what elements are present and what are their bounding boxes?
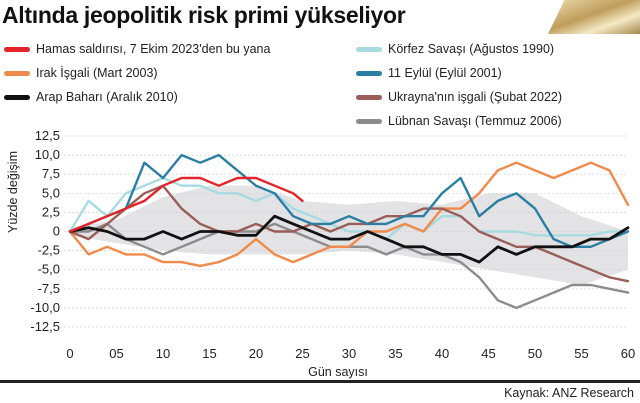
legend-item-korfez: Körfez Savaşı (Ağustos 1990): [356, 42, 554, 56]
bottom-rule: [0, 380, 640, 383]
legend-item-hamas: Hamas saldırısı, 7 Ekim 2023'den bu yana: [4, 42, 270, 56]
y-tick-label: 2,5: [42, 204, 60, 219]
legend-swatch-korfez: [356, 46, 382, 52]
x-tick-label: 10: [156, 346, 170, 361]
x-tick-label: 55: [574, 346, 588, 361]
y-tick-label: 12,5: [35, 128, 60, 143]
legend-item-ukrayna: Ukrayna'nın işgali (Şubat 2022): [356, 90, 562, 104]
legend-label-eylul: 11 Eylül (Eylül 2001): [388, 66, 502, 80]
legend-label-lubnan: Lübnan Savaşı (Temmuz 2006): [388, 114, 562, 128]
legend-label-hamas: Hamas saldırısı, 7 Ekim 2023'den bu yana: [36, 42, 271, 56]
chart-title: Altında jeopolitik risk primi yükseliyor: [2, 2, 406, 28]
legend-item-eylul: 11 Eylül (Eylül 2001): [356, 66, 502, 80]
x-tick-label: 30: [342, 346, 356, 361]
range-band: [70, 185, 628, 285]
range-band-area: [70, 185, 628, 285]
legend-label-arap: Arap Baharı (Aralık 2010): [36, 90, 178, 104]
series-line-4: [68, 153, 630, 248]
legend-item-lubnan: Lübnan Savaşı (Temmuz 2006): [356, 114, 562, 128]
series-line-5: [68, 214, 630, 264]
x-tick-label: 35: [388, 346, 402, 361]
gridlines: [64, 135, 628, 328]
series-line-6: [68, 176, 304, 233]
y-axis-label: Yüzde değişim: [6, 151, 20, 233]
y-tick-label: -5,0: [38, 262, 60, 277]
x-tick-label: 25: [295, 346, 309, 361]
legend-swatch-lubnan: [356, 118, 382, 124]
legend-swatch-eylul: [356, 70, 382, 76]
x-tick-label: 60: [621, 346, 635, 361]
series-line-2: [68, 161, 630, 268]
legend-item-irak: Irak İşgali (Mart 2003): [4, 66, 158, 80]
x-tick-label: 40: [435, 346, 449, 361]
legend-swatch-irak: [4, 70, 30, 76]
legend-label-irak: Irak İşgali (Mart 2003): [36, 66, 158, 80]
gold-bar-decoration: [548, 0, 640, 34]
x-tick-label: 15: [202, 346, 216, 361]
x-tick-label: 20: [249, 346, 263, 361]
legend-swatch-arap: [4, 94, 30, 100]
x-axis-label: Gün sayısı: [308, 365, 368, 379]
legend-label-korfez: Körfez Savaşı (Ağustos 1990): [388, 42, 555, 56]
y-tick-label: -7,5: [38, 281, 60, 296]
y-tick-label: -2,5: [38, 243, 60, 258]
y-tick-label: 7,5: [42, 166, 60, 181]
source-note: Kaynak: ANZ Research: [504, 386, 634, 400]
y-tick-label: 0: [53, 224, 60, 239]
legend-swatch-hamas: [4, 46, 30, 52]
legend-label-ukrayna: Ukrayna'nın işgali (Şubat 2022): [388, 90, 563, 104]
y-tick-label: 10,0: [35, 147, 60, 162]
x-tick-label: 05: [109, 346, 123, 361]
legend-swatch-ukrayna: [356, 94, 382, 100]
y-tick-label: 5,0: [42, 185, 60, 200]
x-tick-label: 50: [528, 346, 542, 361]
y-tick-label: -10,0: [30, 300, 60, 315]
legend-item-arap: Arap Baharı (Aralık 2010): [4, 90, 178, 104]
y-tick-labels: 12,5 10,0 7,5 5,0 2,5 0 -2,5 -5,0 -7,5 -10,0 -12,5: [30, 128, 60, 334]
x-tick-labels: 0 05 10 15 20 25 30 35 40 45 50 55 60: [66, 346, 635, 361]
x-tick-label: 0: [66, 346, 73, 361]
series-lines: [68, 153, 630, 310]
y-tick-label: -12,5: [30, 319, 60, 334]
x-tick-label: 45: [481, 346, 495, 361]
